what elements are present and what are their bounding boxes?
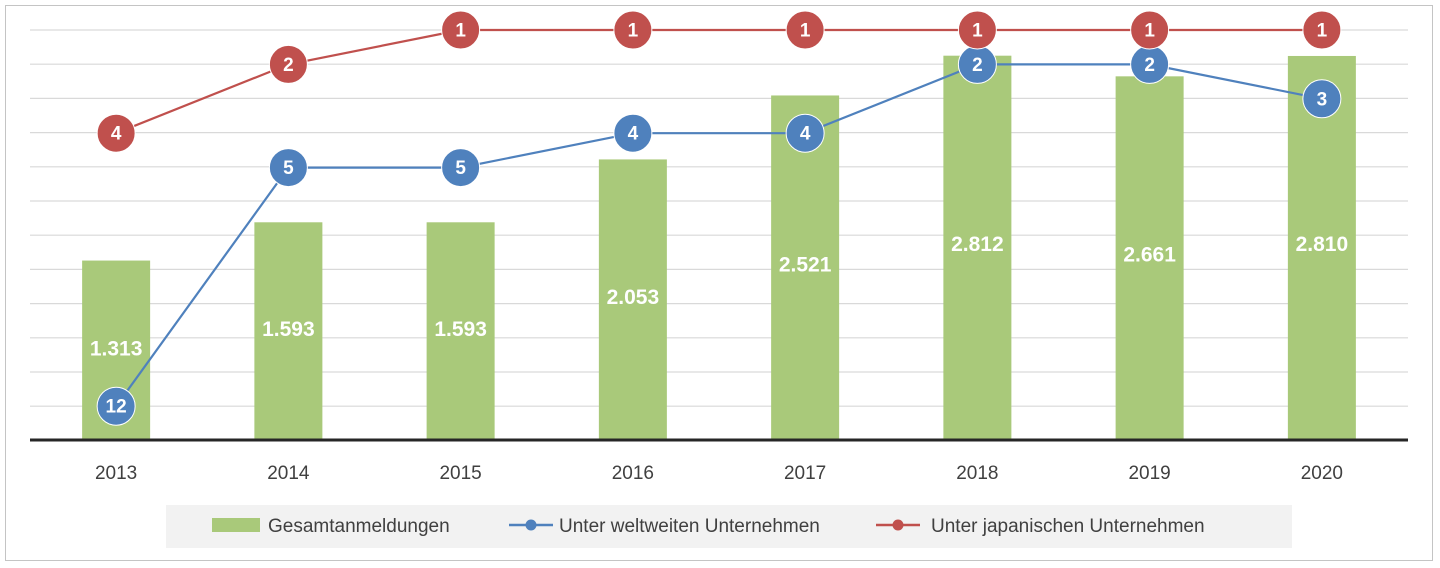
marker-label: 1 [1317, 21, 1328, 42]
bar-2018 [943, 55, 1012, 441]
series-japanisch: 4 2 1 1 1 1 1 1 [96, 10, 1342, 153]
marker-label: 1 [628, 21, 639, 42]
marker-label: 4 [800, 124, 811, 145]
marker-label: 1 [1144, 21, 1155, 42]
x-tick-label: 2020 [1301, 463, 1343, 484]
marker-label: 1 [800, 21, 811, 42]
x-axis: 2013 2014 2015 2016 2017 2018 2019 2020 [30, 438, 1408, 484]
series-marker [957, 10, 997, 50]
series-marker [613, 113, 653, 153]
marker-label: 12 [106, 397, 127, 418]
bar-2014 [254, 222, 323, 440]
bar-2017 [771, 95, 840, 441]
chart-frame [5, 5, 1433, 561]
series-marker [785, 10, 825, 50]
marker-label: 1 [455, 21, 466, 42]
marker-label: 4 [628, 124, 639, 145]
legend-marker-swatch [525, 519, 537, 531]
marker-label: 1 [972, 21, 983, 42]
legend-marker-swatch [892, 519, 904, 531]
x-tick-label: 2013 [95, 463, 137, 484]
bar-value-label: 2.053 [607, 286, 660, 309]
marker-label: 5 [455, 158, 466, 179]
legend-label: Gesamtanmeldungen [268, 516, 450, 537]
series-marker [441, 148, 481, 188]
x-tick-label: 2019 [1128, 463, 1170, 484]
series-marker [268, 148, 308, 188]
marker-label: 3 [1317, 89, 1328, 110]
bar-2020 [1287, 55, 1356, 440]
legend-label: Unter japanischen Unternehmen [931, 516, 1205, 537]
bar-value-label: 2.521 [779, 253, 832, 276]
lines: 12 5 5 4 4 2 2 3 4 2 1 1 1 1 1 1 [96, 10, 1342, 426]
bar-labels: 1.313 1.593 1.593 2.053 2.521 2.812 2.661 2.810 [90, 233, 1348, 360]
series-marker [96, 113, 136, 153]
legend: Gesamtanmeldungen Unter weltweiten Untern… [166, 505, 1292, 548]
series-marker [1302, 10, 1342, 50]
series-marker [96, 386, 136, 426]
marker-label: 5 [283, 158, 294, 179]
bar-value-label: 2.661 [1123, 244, 1176, 267]
grid [30, 29, 1408, 407]
legend-bar-swatch [212, 518, 260, 532]
series-marker [441, 10, 481, 50]
series-marker [1130, 10, 1170, 50]
legend-label: Unter weltweiten Unternehmen [559, 516, 820, 537]
x-tick-label: 2016 [612, 463, 654, 484]
marker-label: 4 [111, 124, 122, 145]
marker-label: 2 [1144, 55, 1155, 76]
bar-2015 [426, 222, 495, 440]
bar-value-label: 2.810 [1296, 233, 1349, 256]
x-tick-label: 2014 [267, 463, 310, 484]
bar-2019 [1115, 76, 1184, 440]
bar-value-label: 1.593 [434, 318, 487, 341]
series-marker [613, 10, 653, 50]
series-marker [1302, 79, 1342, 119]
marker-label: 2 [972, 55, 983, 76]
x-tick-label: 2017 [784, 463, 826, 484]
bar-value-label: 1.313 [90, 337, 143, 360]
marker-label: 2 [283, 55, 294, 76]
x-tick-label: 2018 [956, 463, 998, 484]
series-line [115, 28, 1322, 135]
bar-value-label: 2.812 [951, 233, 1004, 256]
series-marker [785, 113, 825, 153]
bars [82, 55, 1356, 441]
series-marker [268, 44, 308, 84]
legend-background [166, 505, 1292, 548]
series-weltweit: 12 5 5 4 4 2 2 3 [96, 44, 1342, 426]
bar-value-label: 1.593 [262, 318, 315, 341]
series-line [115, 63, 1323, 407]
bar-2016 [598, 159, 667, 440]
x-tick-label: 2015 [439, 463, 481, 484]
